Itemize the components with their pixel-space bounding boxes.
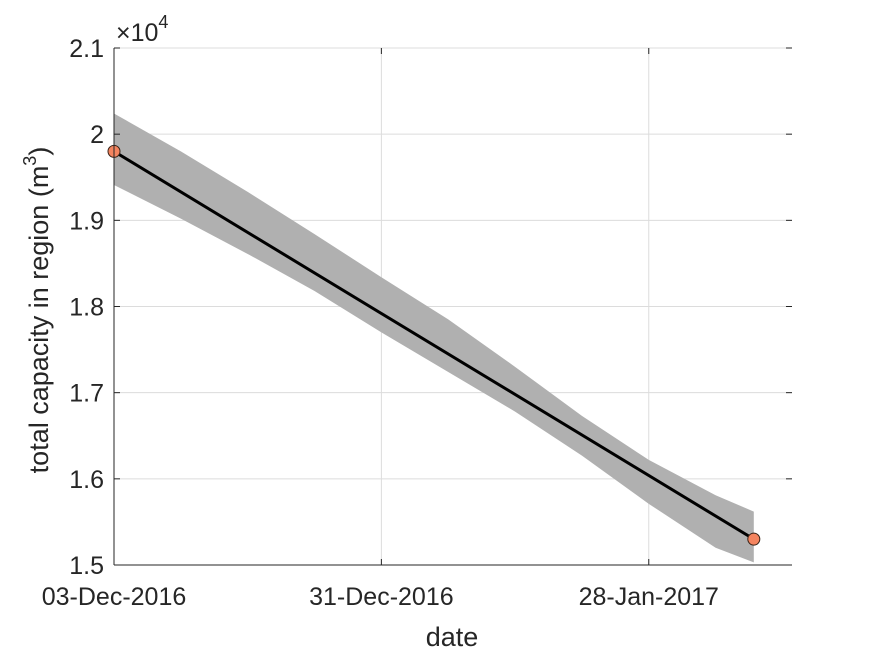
y-exponent-label: ×104 bbox=[116, 12, 168, 47]
y-tick-label: 2.1 bbox=[69, 35, 104, 63]
band-layer bbox=[114, 113, 754, 563]
y-axis-label-main: total capacity in region (m bbox=[24, 166, 54, 474]
axes-layer: 1.5 1.6 1.7 1.8 1.9 2 2.1 03-Dec-2016 31-Dec-201… bbox=[42, 35, 792, 611]
confidence-band bbox=[114, 113, 754, 563]
x-axis-label: date bbox=[426, 622, 479, 652]
y-axis-label-superscript: 3 bbox=[20, 156, 40, 166]
y-tick-label: 1.5 bbox=[69, 552, 104, 580]
data-point bbox=[747, 532, 761, 546]
x-tick-label: 03-Dec-2016 bbox=[42, 583, 187, 611]
y-tick-label: 1.8 bbox=[69, 294, 104, 322]
y-exponent-power: 4 bbox=[158, 12, 168, 32]
y-axis-label: total capacity in region (m3) bbox=[20, 147, 54, 474]
y-tick-label: 1.9 bbox=[69, 207, 104, 235]
y-tick-label: 1.6 bbox=[69, 466, 104, 494]
trend-line bbox=[113, 150, 755, 541]
x-tick-label: 28-Jan-2017 bbox=[579, 583, 719, 611]
y-axis-label-suffix: ) bbox=[24, 147, 54, 156]
y-tick-label: 2 bbox=[90, 121, 104, 149]
y-tick-label: 1.7 bbox=[69, 380, 104, 408]
line-layer bbox=[113, 150, 755, 541]
x-tick-label: 31-Dec-2016 bbox=[309, 583, 454, 611]
y-exponent-base: ×10 bbox=[116, 19, 158, 47]
